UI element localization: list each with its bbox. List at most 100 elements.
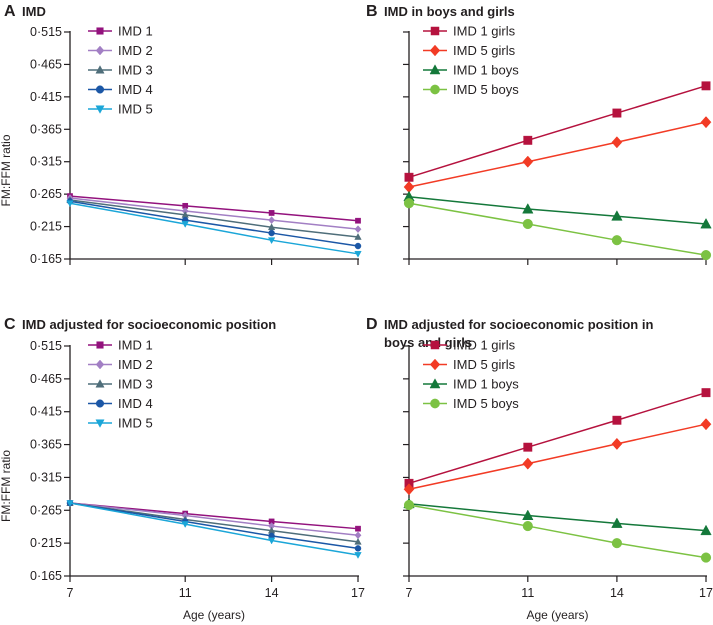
data-point [181,521,189,528]
data-point [701,388,711,398]
x-tick-label: 17 [699,586,713,600]
y-tick-label: 0·265 [30,187,62,201]
data-point [522,218,533,230]
series-line [408,121,707,188]
series-imd-1-boys [403,497,712,536]
legend-item: IMD 5 boys [423,82,519,97]
series-imd-1-girls [404,81,711,182]
data-point [700,418,712,431]
x-axis-label: Age (years) [183,608,245,622]
panel-title: IMD adjusted for socioeconomic position [22,317,276,332]
series-line [69,199,359,238]
y-tick-label: 0·215 [30,220,62,234]
legend-marker [95,45,105,56]
data-point [354,552,362,559]
y-tick-label: 0·415 [30,405,62,419]
legend-item: IMD 1 boys [423,377,519,392]
legend-label: IMD 1 boys [453,377,519,392]
data-point [66,500,74,507]
legend-item: IMD 1 boys [423,63,519,78]
legend-marker [429,358,441,371]
legend-marker [95,65,105,74]
series-imd-2 [66,499,362,540]
x-axis-label: Age (years) [526,608,588,622]
data-point [522,203,534,214]
series-line [69,502,359,530]
legend-item: IMD 5 girls [423,357,516,372]
data-point [522,509,534,520]
legend-marker [95,419,105,428]
data-point [403,198,415,209]
legend-marker [96,27,104,35]
legend-label: IMD 1 [118,24,153,39]
legend-item: IMD 2 [88,357,153,372]
legend-item: IMD 5 boys [423,396,519,411]
legend-marker [96,341,104,349]
series-line [69,200,359,247]
series-imd-5 [66,200,362,258]
data-point [611,235,622,246]
data-point [612,415,622,425]
legend-marker [95,359,105,370]
data-point [66,200,74,208]
legend-item: IMD 5 [88,416,153,431]
legend-item: IMD 3 [88,63,153,78]
series-line [408,195,707,225]
y-tick-label: 0·515 [30,339,62,353]
data-point [611,210,623,221]
data-point [701,81,711,91]
y-tick-label: 0·415 [30,90,62,104]
legend-label: IMD 1 boys [453,63,519,78]
legend-label: IMD 1 girls [453,338,516,353]
data-point [354,233,362,240]
series-imd-1-girls [404,388,711,488]
panel-c: C IMD adjusted for socioeconomic position… [0,316,365,622]
y-axis-label: FM:FFM ratio [0,134,13,206]
legend-marker [429,44,441,57]
data-point [355,525,361,532]
panel-d: D IMD adjusted for socioeconomic position… [366,316,713,622]
series-line [408,202,707,256]
legend-marker [430,340,440,350]
x-tick-label: 14 [610,586,624,600]
data-point [268,216,276,224]
data-point [354,225,362,234]
x-tick-label: 7 [67,586,74,600]
legend-item: IMD 1 girls [423,338,516,353]
legend-label: IMD 5 [118,102,153,117]
data-point [355,217,361,224]
legend-label: IMD 5 boys [453,82,519,97]
legend-label: IMD 1 girls [453,24,516,39]
data-point [522,155,534,168]
series-line [408,391,707,485]
data-point [404,172,414,182]
legend-marker [430,84,440,95]
y-tick-label: 0·515 [30,25,62,39]
data-point [268,229,275,237]
legend-item: IMD 4 [88,82,153,97]
legend-label: IMD 5 girls [453,43,516,58]
data-point [611,136,623,149]
legend-marker [429,378,441,389]
data-point [267,537,276,545]
legend-marker [95,399,105,408]
legend-label: IMD 1 [118,338,153,353]
legend-item: IMD 5 girls [423,43,516,58]
legend-label: IMD 4 [118,82,153,97]
series-imd-5 [66,500,362,559]
panel-letter: C [4,316,16,333]
legend-label: IMD 5 girls [453,357,516,372]
x-tick-label: 7 [406,586,413,600]
panel-title: IMD [22,4,46,19]
data-point [612,108,622,118]
panel-title: IMD adjusted for socioeconomic position … [384,317,653,332]
data-point [700,217,712,229]
data-point [354,531,362,540]
data-point [354,537,362,545]
data-point [611,437,623,450]
legend-item: IMD 1 girls [423,24,516,39]
legend-item: IMD 5 [88,102,153,117]
legend-label: IMD 5 [118,416,153,431]
